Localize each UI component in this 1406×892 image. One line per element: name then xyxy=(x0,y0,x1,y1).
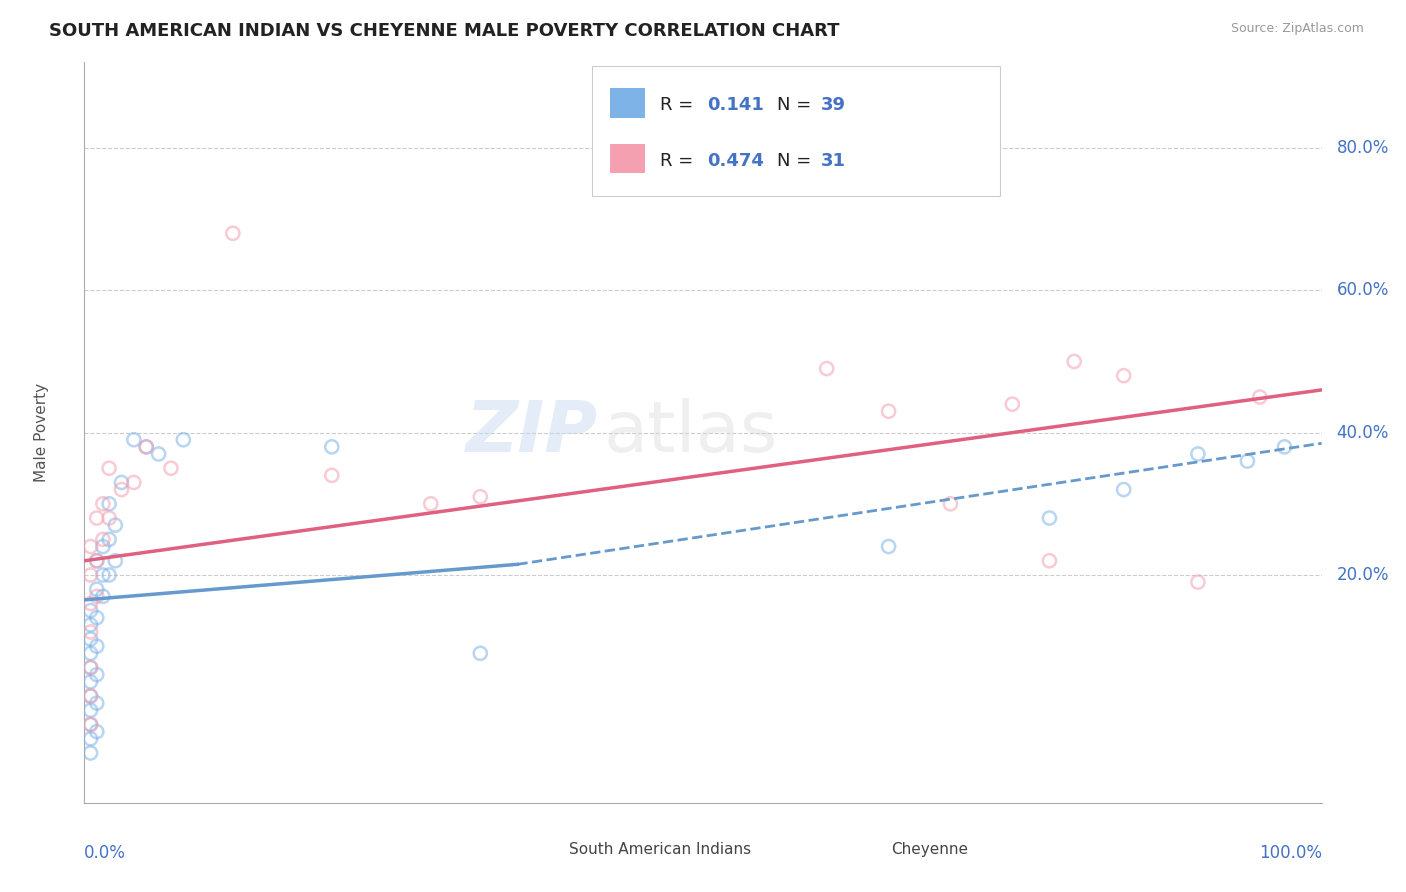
Text: 39: 39 xyxy=(821,96,845,114)
Point xyxy=(1112,368,1135,383)
Point xyxy=(815,361,838,376)
Point xyxy=(79,604,101,618)
Point xyxy=(86,554,108,568)
Point xyxy=(91,540,114,554)
Point xyxy=(98,461,121,475)
Point xyxy=(470,490,492,504)
Point xyxy=(877,404,900,418)
Point xyxy=(79,660,101,674)
Point xyxy=(79,660,101,674)
Point xyxy=(939,497,962,511)
Point xyxy=(79,617,101,632)
Point xyxy=(79,540,101,554)
Point xyxy=(1187,447,1209,461)
Text: 100.0%: 100.0% xyxy=(1258,844,1322,862)
Point xyxy=(86,590,108,604)
Text: 80.0%: 80.0% xyxy=(1337,139,1389,157)
Point xyxy=(91,497,114,511)
Point xyxy=(86,639,108,653)
Text: 0.0%: 0.0% xyxy=(84,844,127,862)
Point xyxy=(104,518,127,533)
Point xyxy=(91,533,114,547)
Bar xyxy=(530,832,557,855)
Point xyxy=(86,696,108,710)
Point xyxy=(79,689,101,703)
Point xyxy=(1001,397,1024,411)
Point xyxy=(98,511,121,525)
Point xyxy=(91,590,114,604)
Text: 40.0%: 40.0% xyxy=(1337,424,1389,442)
Point xyxy=(1038,511,1060,525)
Bar xyxy=(610,88,645,118)
Text: 0.474: 0.474 xyxy=(707,152,763,169)
Point xyxy=(148,447,170,461)
Point xyxy=(1274,440,1296,454)
Point xyxy=(79,717,101,731)
Point xyxy=(79,746,101,760)
Point xyxy=(122,433,145,447)
Point xyxy=(79,717,101,731)
Point xyxy=(110,483,132,497)
Text: 20.0%: 20.0% xyxy=(1337,566,1389,584)
Point xyxy=(1063,354,1085,368)
Point xyxy=(135,440,157,454)
Point xyxy=(79,674,101,689)
Point xyxy=(79,731,101,746)
Text: R =: R = xyxy=(659,96,699,114)
Point xyxy=(321,468,343,483)
Point xyxy=(1112,483,1135,497)
Point xyxy=(98,533,121,547)
Point xyxy=(79,703,101,717)
Text: atlas: atlas xyxy=(605,398,779,467)
Text: Source: ZipAtlas.com: Source: ZipAtlas.com xyxy=(1230,22,1364,36)
Point xyxy=(1038,554,1060,568)
Text: 60.0%: 60.0% xyxy=(1337,281,1389,299)
Point xyxy=(321,440,343,454)
Point xyxy=(86,610,108,624)
Point xyxy=(79,568,101,582)
Point xyxy=(79,632,101,646)
Point xyxy=(104,554,127,568)
Text: South American Indians: South American Indians xyxy=(569,842,751,857)
Point xyxy=(79,646,101,660)
Point xyxy=(86,724,108,739)
Point xyxy=(86,554,108,568)
Point xyxy=(91,568,114,582)
Point xyxy=(86,511,108,525)
Point xyxy=(160,461,183,475)
Point xyxy=(98,497,121,511)
Point xyxy=(419,497,441,511)
Point xyxy=(122,475,145,490)
Point xyxy=(1249,390,1271,404)
Point xyxy=(86,582,108,597)
Text: 0.141: 0.141 xyxy=(707,96,763,114)
Point xyxy=(877,540,900,554)
Text: 31: 31 xyxy=(821,152,845,169)
Point xyxy=(98,568,121,582)
Point xyxy=(135,440,157,454)
Point xyxy=(172,433,194,447)
Point xyxy=(1236,454,1258,468)
Point xyxy=(79,624,101,639)
Point xyxy=(110,475,132,490)
Point xyxy=(1187,575,1209,590)
Point xyxy=(79,597,101,611)
Text: SOUTH AMERICAN INDIAN VS CHEYENNE MALE POVERTY CORRELATION CHART: SOUTH AMERICAN INDIAN VS CHEYENNE MALE P… xyxy=(49,22,839,40)
Point xyxy=(86,667,108,681)
Bar xyxy=(852,832,879,855)
Text: N =: N = xyxy=(778,152,817,169)
Point xyxy=(79,689,101,703)
Text: Male Poverty: Male Poverty xyxy=(34,383,49,483)
FancyBboxPatch shape xyxy=(592,66,1000,195)
Text: Cheyenne: Cheyenne xyxy=(891,842,969,857)
Bar xyxy=(610,144,645,173)
Text: ZIP: ZIP xyxy=(465,398,598,467)
Point xyxy=(222,227,245,241)
Text: R =: R = xyxy=(659,152,699,169)
Point xyxy=(470,646,492,660)
Text: N =: N = xyxy=(778,96,817,114)
